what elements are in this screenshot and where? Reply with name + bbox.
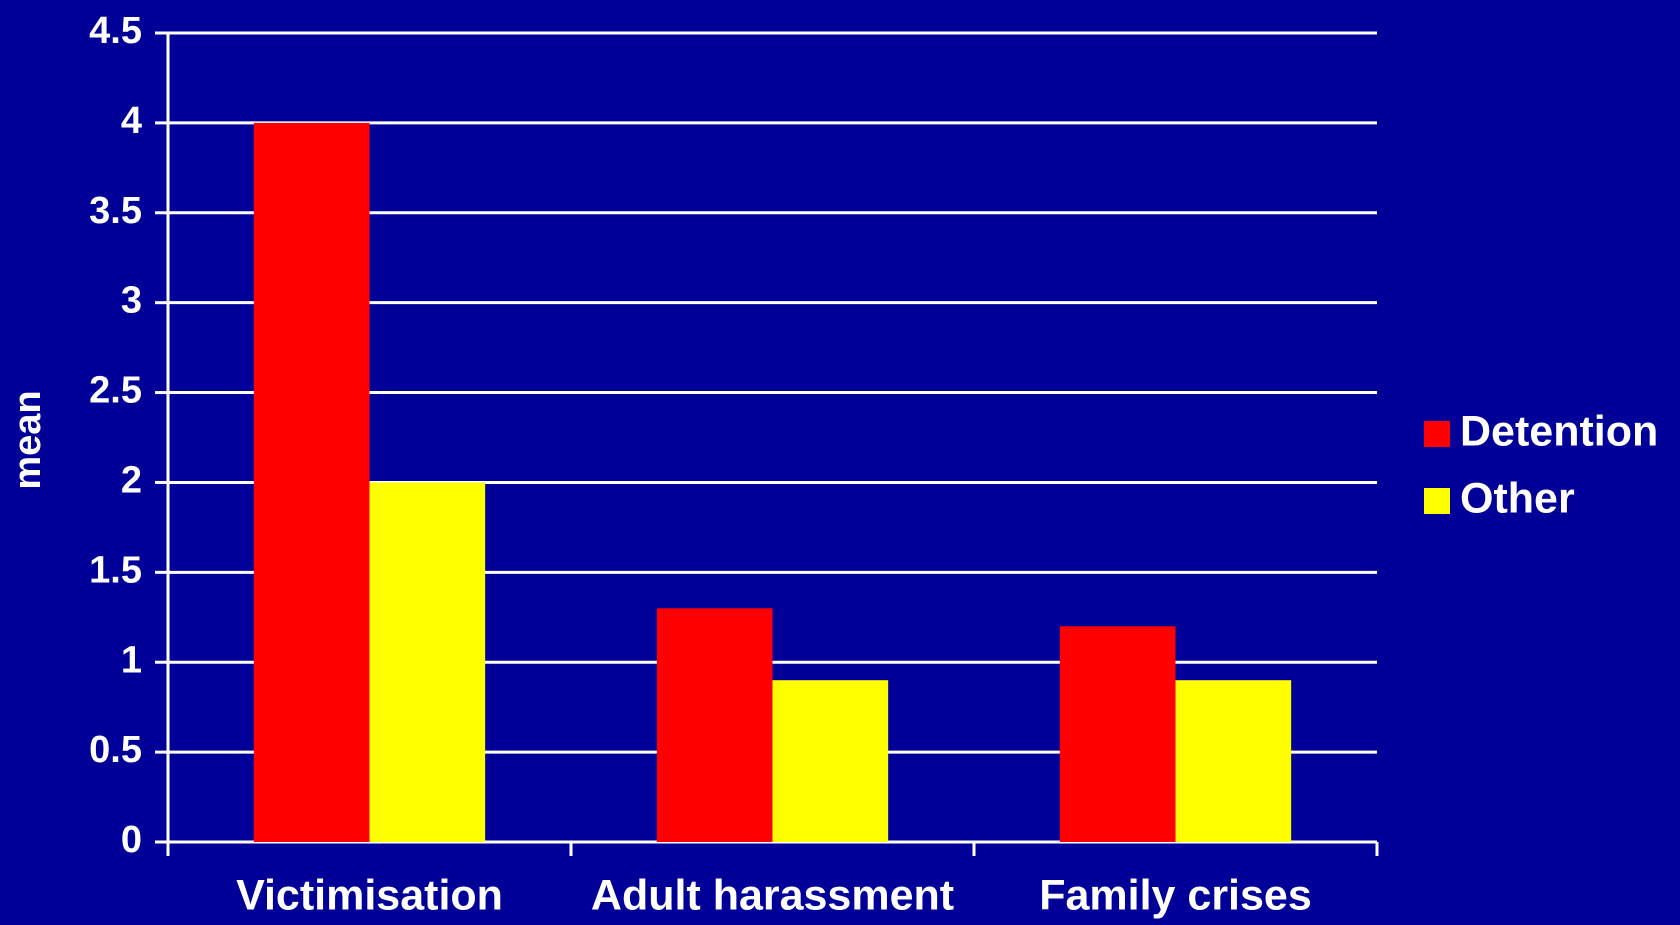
y-axis-title: mean — [7, 390, 49, 489]
bar — [656, 608, 773, 842]
x-tick-label: Family crises — [1039, 871, 1312, 919]
x-tick-label: Victimisation — [236, 871, 503, 919]
bar — [1059, 626, 1176, 842]
bar — [253, 122, 370, 842]
legend-swatch — [1424, 421, 1450, 447]
y-tick-label: 0.5 — [89, 729, 142, 771]
y-tick-label: 1.5 — [89, 549, 142, 591]
y-tick-label: 3.5 — [89, 190, 142, 232]
bar — [369, 482, 486, 842]
bar — [1175, 680, 1292, 842]
y-tick-label: 1 — [121, 639, 142, 681]
bar — [772, 680, 889, 842]
y-tick-label: 2.5 — [89, 370, 142, 412]
y-tick-label: 2 — [121, 459, 142, 501]
x-tick-label: Adult harassment — [591, 871, 954, 919]
y-tick-label: 4 — [121, 100, 142, 142]
legend-swatch — [1424, 488, 1450, 514]
y-tick-label: 3 — [121, 280, 142, 322]
y-tick-label: 0 — [121, 819, 142, 861]
legend-label: Other — [1460, 474, 1575, 522]
y-tick-label: 4.5 — [89, 10, 142, 52]
legend-label: Detention — [1460, 407, 1658, 455]
